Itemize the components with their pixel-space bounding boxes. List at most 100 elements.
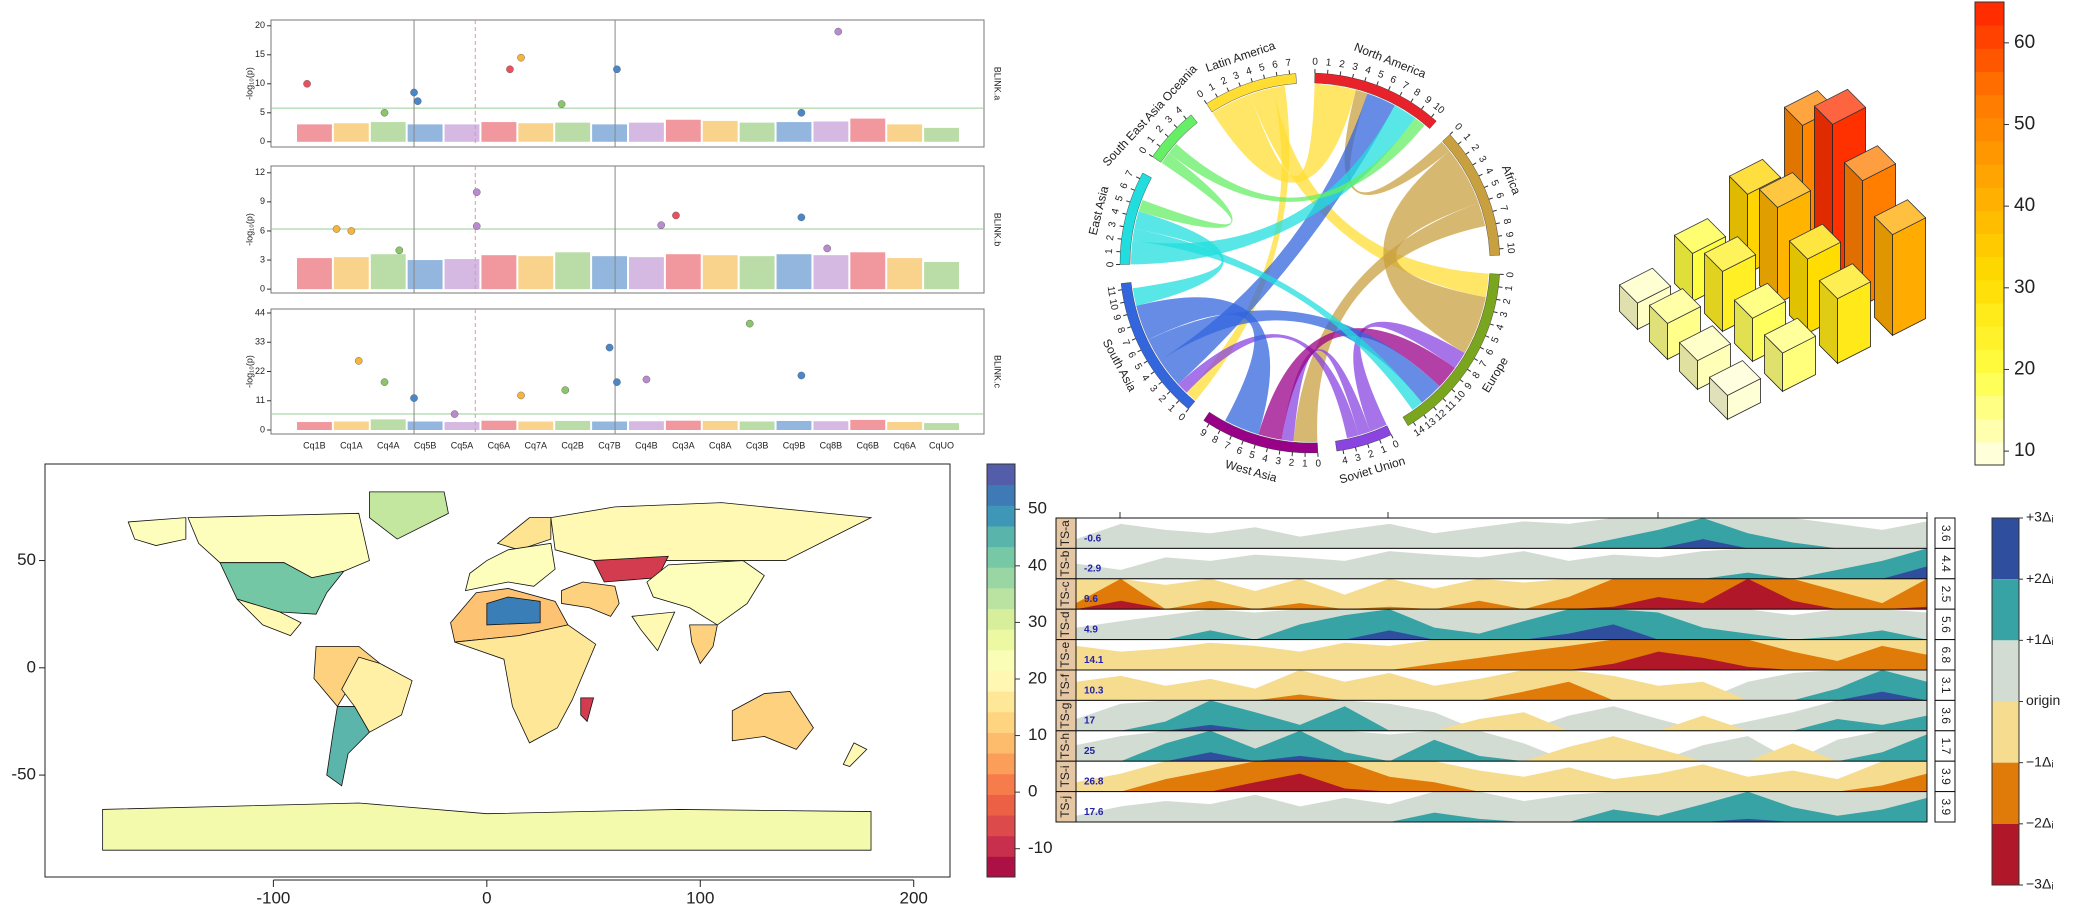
- background-band: [850, 118, 886, 142]
- bar-face-highlight: [1679, 325, 1731, 361]
- sector-arc: [1442, 134, 1501, 256]
- hit-point: [380, 378, 389, 386]
- sector-tick-label: 3: [1351, 61, 1359, 73]
- sector-tick: [1423, 414, 1427, 419]
- sector-tick-label: 1: [1145, 134, 1157, 145]
- sector-tick: [1123, 314, 1128, 317]
- sector-tick-label: 2: [1219, 75, 1229, 88]
- sector-tick: [1364, 77, 1367, 82]
- sector-tick: [1241, 440, 1244, 445]
- y-axis-label: -log₁₀(p): [244, 67, 254, 100]
- sector-tick: [1226, 87, 1230, 92]
- colorbar-tick-label: 60: [2014, 32, 2035, 53]
- legend-label: origin: [2026, 692, 2060, 708]
- colorbar-segment: [987, 608, 1015, 630]
- sector-tick-label: 3: [1232, 70, 1242, 82]
- sector-arc: [1119, 172, 1152, 265]
- bar-face-top: [1648, 288, 1702, 324]
- delta-label: 6.8: [1939, 646, 1953, 663]
- sector-tick-label: 8: [1411, 87, 1422, 100]
- hit-point: [797, 108, 806, 117]
- colorbar-tick-label: 30: [1028, 612, 1047, 631]
- y-tick-label: 22: [255, 366, 265, 376]
- background-band: [739, 122, 775, 142]
- x-tick-label: 100: [686, 888, 714, 907]
- background-band: [739, 421, 775, 431]
- hit-point: [797, 371, 806, 380]
- hit-point: [380, 108, 389, 117]
- background-band: [702, 420, 738, 431]
- background-band: [592, 421, 627, 431]
- sector-tick-label: 1: [1325, 57, 1332, 69]
- sector-tick-label: 11: [1105, 285, 1117, 297]
- row-label: TS-i: [1058, 765, 1072, 787]
- horizon-band: [1076, 651, 1927, 670]
- background-band: [444, 422, 480, 431]
- sector-tick-label: 2: [1338, 59, 1346, 71]
- colorbar-segment: [1975, 187, 2004, 211]
- sector-tick-label: 7: [1285, 57, 1292, 69]
- sector-tick: [1158, 381, 1163, 385]
- map-region: [561, 581, 620, 617]
- x-tick-label: Cq7B: [598, 440, 621, 450]
- sector-tick: [1117, 238, 1122, 240]
- background-band: [850, 252, 886, 290]
- background-band: [776, 254, 812, 290]
- bar-face-shade: [1759, 189, 1778, 304]
- origin-label: 9.6: [1084, 594, 1098, 605]
- delta-label: 3.1: [1939, 677, 1953, 694]
- hit-point: [613, 378, 621, 386]
- y-tick-label: 15: [255, 49, 265, 59]
- sector-tick: [1355, 447, 1357, 452]
- background-band: [702, 120, 738, 142]
- map-region: [550, 502, 873, 561]
- sector-tick: [1495, 222, 1500, 225]
- sector-tick-label: 2: [1105, 234, 1117, 241]
- background-band: [518, 421, 554, 431]
- sector-tick-label: 1: [1165, 403, 1177, 415]
- background-band: [407, 421, 443, 431]
- background-band: [702, 255, 738, 290]
- sector-tick: [1367, 443, 1370, 448]
- y-tick-label: 3: [260, 254, 265, 264]
- colorbar-segment: [987, 691, 1015, 713]
- bar-face-highlight: [1704, 236, 1756, 272]
- x-tick-label: Cq3B: [746, 440, 769, 450]
- y-tick-label: 0: [260, 424, 265, 434]
- horizon-band: [1076, 548, 1927, 579]
- sector-tick-label: 7: [1119, 338, 1131, 348]
- sector-tick-label: 0: [1315, 458, 1321, 469]
- hit-point: [410, 394, 418, 402]
- horizon-band: [1076, 548, 1927, 579]
- sector-tick-label: 7: [1124, 168, 1137, 178]
- legend-swatch: [1992, 701, 2019, 763]
- map-region: [454, 624, 597, 744]
- background-band: [629, 257, 664, 290]
- bar-face-highlight: [1729, 159, 1781, 195]
- sector-tick: [1185, 408, 1189, 413]
- sector-tick: [1467, 368, 1472, 372]
- sector-tick-label: 7: [1400, 80, 1410, 93]
- map-region: [236, 598, 302, 637]
- sector-tick-label: 0: [1176, 412, 1188, 424]
- sector-tick: [1173, 124, 1178, 128]
- legend-swatch: [1992, 640, 2019, 702]
- sector-tick: [1253, 444, 1256, 449]
- sector-tick-label: 3: [1498, 310, 1510, 319]
- delta-label: 1.7: [1939, 738, 1953, 755]
- bar-face-right: [1892, 217, 1926, 337]
- sector-tick: [1496, 298, 1501, 301]
- flow-ribbon: [1132, 211, 1224, 306]
- hit-point: [642, 375, 651, 384]
- colorbar-frame: [986, 463, 1016, 878]
- sector-tick: [1388, 86, 1391, 91]
- map-region: [326, 706, 370, 787]
- sector-tick: [1120, 301, 1125, 304]
- sector-tick: [1150, 371, 1155, 375]
- background-band: [555, 122, 591, 142]
- colorbar-segment: [987, 505, 1015, 527]
- horizon-band: [1076, 609, 1927, 640]
- sector-tick-label: 3: [1163, 114, 1175, 126]
- sector-tick-label: 6: [1388, 74, 1398, 86]
